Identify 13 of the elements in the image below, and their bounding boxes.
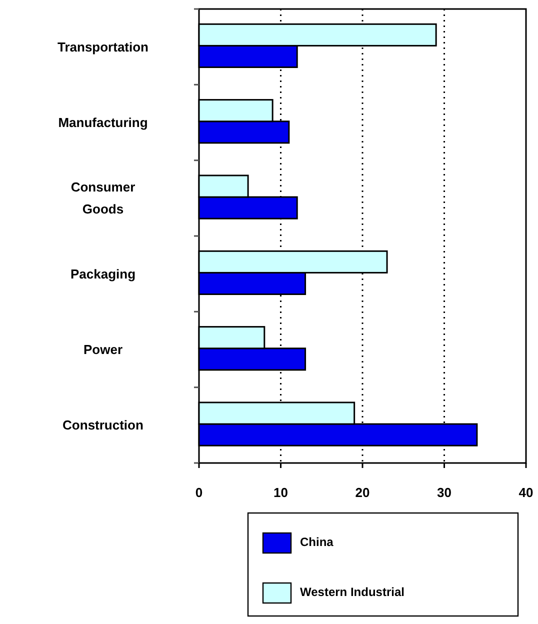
y-tick-label: Manufacturing	[58, 115, 148, 130]
x-tick-label: 30	[437, 485, 452, 500]
y-tick-label: Construction	[62, 418, 144, 433]
x-tick-label: 20	[355, 485, 370, 500]
legend-label: China	[300, 535, 334, 550]
x-tick-label: 0	[195, 485, 203, 500]
legend-label: Western Industrial	[300, 585, 404, 600]
y-tick-label: Power	[83, 342, 123, 358]
y-tick-label: Packaging	[70, 266, 136, 282]
x-tick-label: 40	[518, 485, 534, 500]
x-tick-label: 10	[274, 485, 288, 500]
y-tick-label: Transportation	[57, 39, 149, 54]
y-tick-label: Consumer Goods	[70, 180, 136, 217]
